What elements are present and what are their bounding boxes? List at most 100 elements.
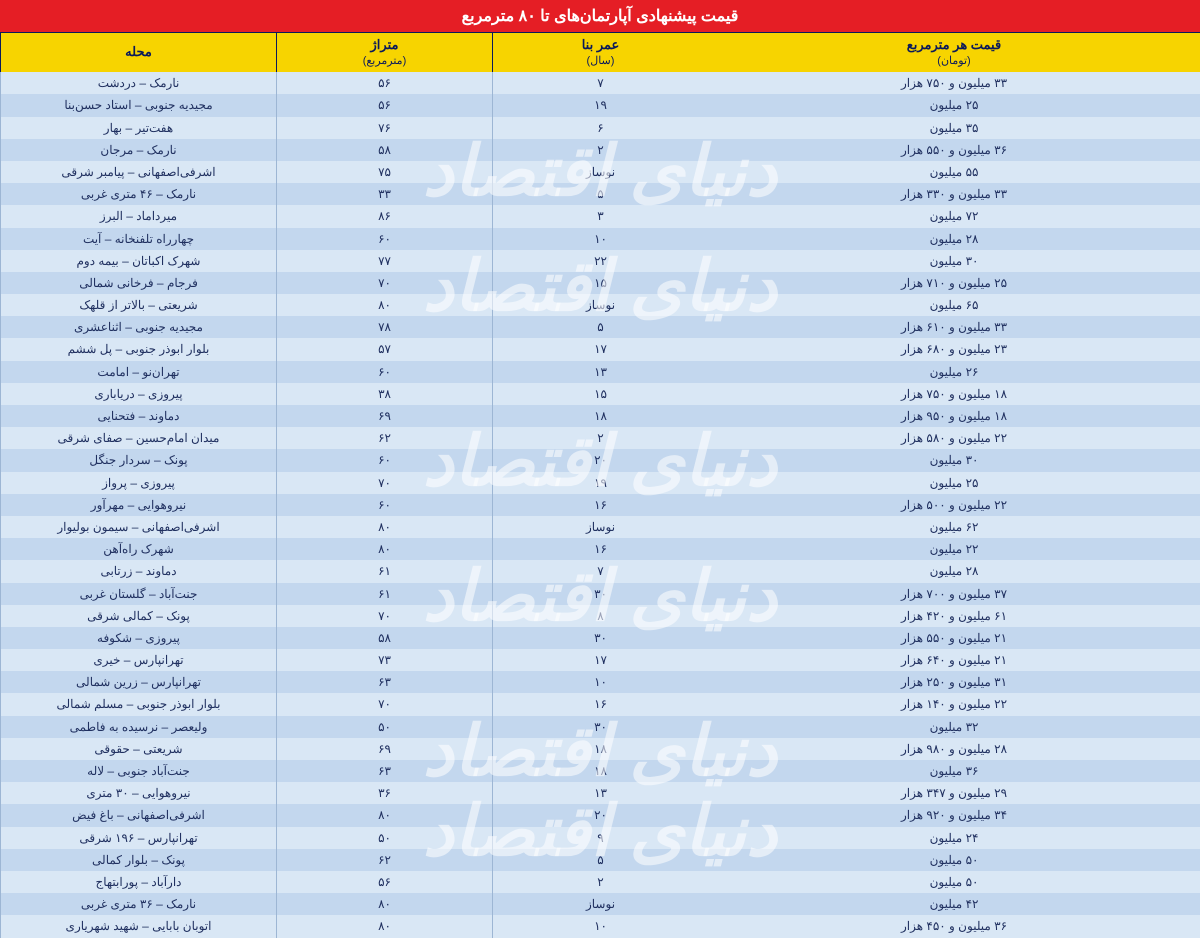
table-cell: ۳۶ میلیون (708, 760, 1200, 782)
table-cell: ۵۰ میلیون (708, 871, 1200, 893)
table-cell: ۱۷ (492, 649, 708, 671)
table-cell: ۷۲ میلیون (708, 205, 1200, 227)
table-cell: ۶۳ (276, 760, 492, 782)
table-row: نارمک – ۳۶ متری غربی۸۰نوساز۴۲ میلیون (0, 893, 1200, 915)
table-row: مجیدیه جنوبی – اثناعشری۷۸۵۳۳ میلیون و ۶۱… (0, 316, 1200, 338)
header-sublabel: (تومان) (710, 54, 1198, 68)
table-cell: ولیعصر – نرسیده به فاطمی (0, 716, 276, 738)
table-cell: ۱۸ (492, 738, 708, 760)
table-cell: چهارراه تلفنخانه – آیت (0, 228, 276, 250)
table-cell: ۱۸ (492, 760, 708, 782)
table-cell: ۵۰ (276, 827, 492, 849)
table-cell: بلوار ابوذر جنوبی – پل ششم (0, 338, 276, 360)
table-cell: ۳۵ میلیون (708, 117, 1200, 139)
table-cell: ۲۱ میلیون و ۵۵۰ هزار (708, 627, 1200, 649)
table-cell: ۳۳ (276, 183, 492, 205)
table-cell: ۳۳ میلیون و ۳۳۰ هزار (708, 183, 1200, 205)
table-cell: ۶۰ (276, 494, 492, 516)
table-row: شریعتی – حقوقی۶۹۱۸۲۸ میلیون و ۹۸۰ هزار (0, 738, 1200, 760)
table-cell: ۵۷ (276, 338, 492, 360)
table-cell: ۱۶ (492, 693, 708, 715)
table-cell: ۲۵ میلیون (708, 472, 1200, 494)
table-cell: ۱۰ (492, 671, 708, 693)
table-cell: ۱۰ (492, 228, 708, 250)
table-row: تهرانپارس – زرین شمالی۶۳۱۰۳۱ میلیون و ۲۵… (0, 671, 1200, 693)
table-cell: ۶۹ (276, 738, 492, 760)
table-cell: ۵۵ میلیون (708, 161, 1200, 183)
table-cell: ۳۶ میلیون و ۴۵۰ هزار (708, 915, 1200, 937)
table-row: جنت‌آباد جنوبی – لاله۶۳۱۸۳۶ میلیون (0, 760, 1200, 782)
table-cell: ۱۸ میلیون و ۷۵۰ هزار (708, 383, 1200, 405)
table-cell: ۱۹ (492, 472, 708, 494)
table-cell: ۱۹ (492, 94, 708, 116)
table-row: نارمک – دردشت۵۶۷۳۳ میلیون و ۷۵۰ هزار (0, 72, 1200, 94)
table-cell: پونک – بلوار کمالی (0, 849, 276, 871)
table-cell: ۵۸ (276, 627, 492, 649)
table-cell: دماوند – فتحنایی (0, 405, 276, 427)
table-cell: ۸۰ (276, 804, 492, 826)
table-cell: جنت‌آباد – گلستان غربی (0, 583, 276, 605)
table-cell: ۷۸ (276, 316, 492, 338)
table-cell: ۷۵ (276, 161, 492, 183)
table-cell: دارآباد – پورابتهاج (0, 871, 276, 893)
table-row: جنت‌آباد – گلستان غربی۶۱۳۰۳۷ میلیون و ۷۰… (0, 583, 1200, 605)
table-row: دماوند – فتحنایی۶۹۱۸۱۸ میلیون و ۹۵۰ هزار (0, 405, 1200, 427)
table-row: میدان امام‌حسین – صفای شرقی۶۲۲۲۲ میلیون … (0, 427, 1200, 449)
table-cell: ۶۳ (276, 671, 492, 693)
table-cell: ۲۲ میلیون (708, 538, 1200, 560)
table-cell: ۳۷ میلیون و ۷۰۰ هزار (708, 583, 1200, 605)
table-cell: ۷۰ (276, 272, 492, 294)
table-cell: ۷ (492, 72, 708, 94)
table-cell: ۲۲ (492, 250, 708, 272)
table-cell: ۸۶ (276, 205, 492, 227)
table-cell: نارمک – مرجان (0, 139, 276, 161)
table-cell: اشرفی‌اصفهانی – باغ فیض (0, 804, 276, 826)
table-cell: ۳۶ میلیون و ۵۵۰ هزار (708, 139, 1200, 161)
table-cell: ۹ (492, 827, 708, 849)
table-cell: ۱۵ (492, 383, 708, 405)
table-cell: ۳۲ میلیون (708, 716, 1200, 738)
table-cell: تهرانپارس – ۱۹۶ شرقی (0, 827, 276, 849)
table-cell: ۲۱ میلیون و ۶۴۰ هزار (708, 649, 1200, 671)
table-cell: ۳۸ (276, 383, 492, 405)
table-cell: ۶۰ (276, 228, 492, 250)
header-cell: قیمت هر مترمربع(تومان) (708, 33, 1200, 72)
header-cell: متراژ(مترمربع) (276, 33, 492, 72)
table-row: اشرفی‌اصفهانی – سیمون بولیوار۸۰نوساز۶۲ م… (0, 516, 1200, 538)
table-row: اشرفی‌اصفهانی – باغ فیض۸۰۲۰۳۴ میلیون و ۹… (0, 804, 1200, 826)
table-cell: مجیدیه جنوبی – اثناعشری (0, 316, 276, 338)
table-cell: ۲ (492, 871, 708, 893)
table-row: چهارراه تلفنخانه – آیت۶۰۱۰۲۸ میلیون (0, 228, 1200, 250)
table-cell: ۸۰ (276, 538, 492, 560)
table-row: نیروهوایی – ۳۰ متری۳۶۱۳۲۹ میلیون و ۳۴۷ ه… (0, 782, 1200, 804)
header-label: متراژ (279, 37, 490, 54)
table-cell: شریعتی – حقوقی (0, 738, 276, 760)
table-cell: ۲۴ میلیون (708, 827, 1200, 849)
table-cell: ۲۹ میلیون و ۳۴۷ هزار (708, 782, 1200, 804)
table-cell: ۸۰ (276, 516, 492, 538)
table-cell: ۲۵ میلیون (708, 94, 1200, 116)
table-cell: نارمک – ۴۶ متری غربی (0, 183, 276, 205)
table-cell: تهرانپارس – زرین شمالی (0, 671, 276, 693)
table-cell: نیروهوایی – مهرآور (0, 494, 276, 516)
table-cell: ۸ (492, 605, 708, 627)
table-row: اشرفی‌اصفهانی – پیامبر شرقی۷۵نوساز۵۵ میل… (0, 161, 1200, 183)
table-cell: پونک – سردار جنگل (0, 449, 276, 471)
table-cell: ۴۲ میلیون (708, 893, 1200, 915)
table-cell: ۲۳ میلیون و ۶۸۰ هزار (708, 338, 1200, 360)
table-cell: پونک – کمالی شرقی (0, 605, 276, 627)
table-cell: ۶۱ (276, 583, 492, 605)
table-row: پیروزی – دریاباری۳۸۱۵۱۸ میلیون و ۷۵۰ هزا… (0, 383, 1200, 405)
table-cell: ۳۰ میلیون (708, 250, 1200, 272)
table-row: مجیدیه جنوبی – استاد حسن‌بنا۵۶۱۹۲۵ میلیو… (0, 94, 1200, 116)
table-row: بلوار ابوذر جنوبی – پل ششم۵۷۱۷۲۳ میلیون … (0, 338, 1200, 360)
table-cell: ۲۶ میلیون (708, 361, 1200, 383)
table-cell: ۲۰ (492, 449, 708, 471)
table-title: قیمت پیشنهادی آپارتمان‌های تا ۸۰ مترمربع (0, 0, 1200, 33)
header-cell: محله (0, 33, 276, 72)
header-label: محله (3, 44, 274, 61)
table-cell: ۵۸ (276, 139, 492, 161)
table-cell: ۳۳ میلیون و ۶۱۰ هزار (708, 316, 1200, 338)
table-row: بلوار ابوذر جنوبی – مسلم شمالی۷۰۱۶۲۲ میل… (0, 693, 1200, 715)
table-cell: ۶۲ میلیون (708, 516, 1200, 538)
